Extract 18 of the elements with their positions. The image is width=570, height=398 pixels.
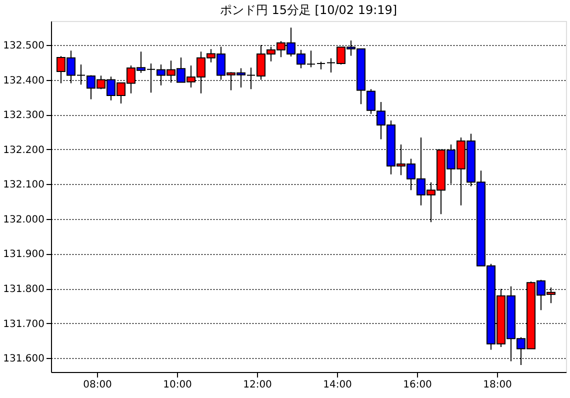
y-tick-label: 132.200 — [3, 144, 44, 156]
x-tick-label: 10:00 — [163, 380, 192, 390]
x-tick-label: 08:00 — [83, 380, 112, 390]
y-tick-label: 132.400 — [3, 75, 44, 86]
x-tick-label: 16:00 — [403, 380, 432, 390]
y-tick-label: 131.700 — [3, 318, 44, 330]
x-tick-label: 18:00 — [483, 380, 512, 390]
y-tick-label: 132.500 — [3, 40, 44, 52]
x-tick-label: 14:00 — [323, 380, 352, 390]
x-tick-label: 12:00 — [243, 380, 272, 390]
y-tick-label: 132.000 — [3, 214, 44, 226]
y-tick-label: 132.300 — [3, 110, 44, 122]
y-tick-label: 131.800 — [3, 284, 44, 296]
chart-title: ポンド円 15分足 [10/02 19:19] — [220, 3, 398, 17]
y-tick-label: 132.100 — [3, 180, 44, 191]
y-tick-label: 131.600 — [3, 354, 44, 365]
y-tick-label: 131.900 — [3, 249, 44, 260]
candlestick — [316, 61, 326, 70]
